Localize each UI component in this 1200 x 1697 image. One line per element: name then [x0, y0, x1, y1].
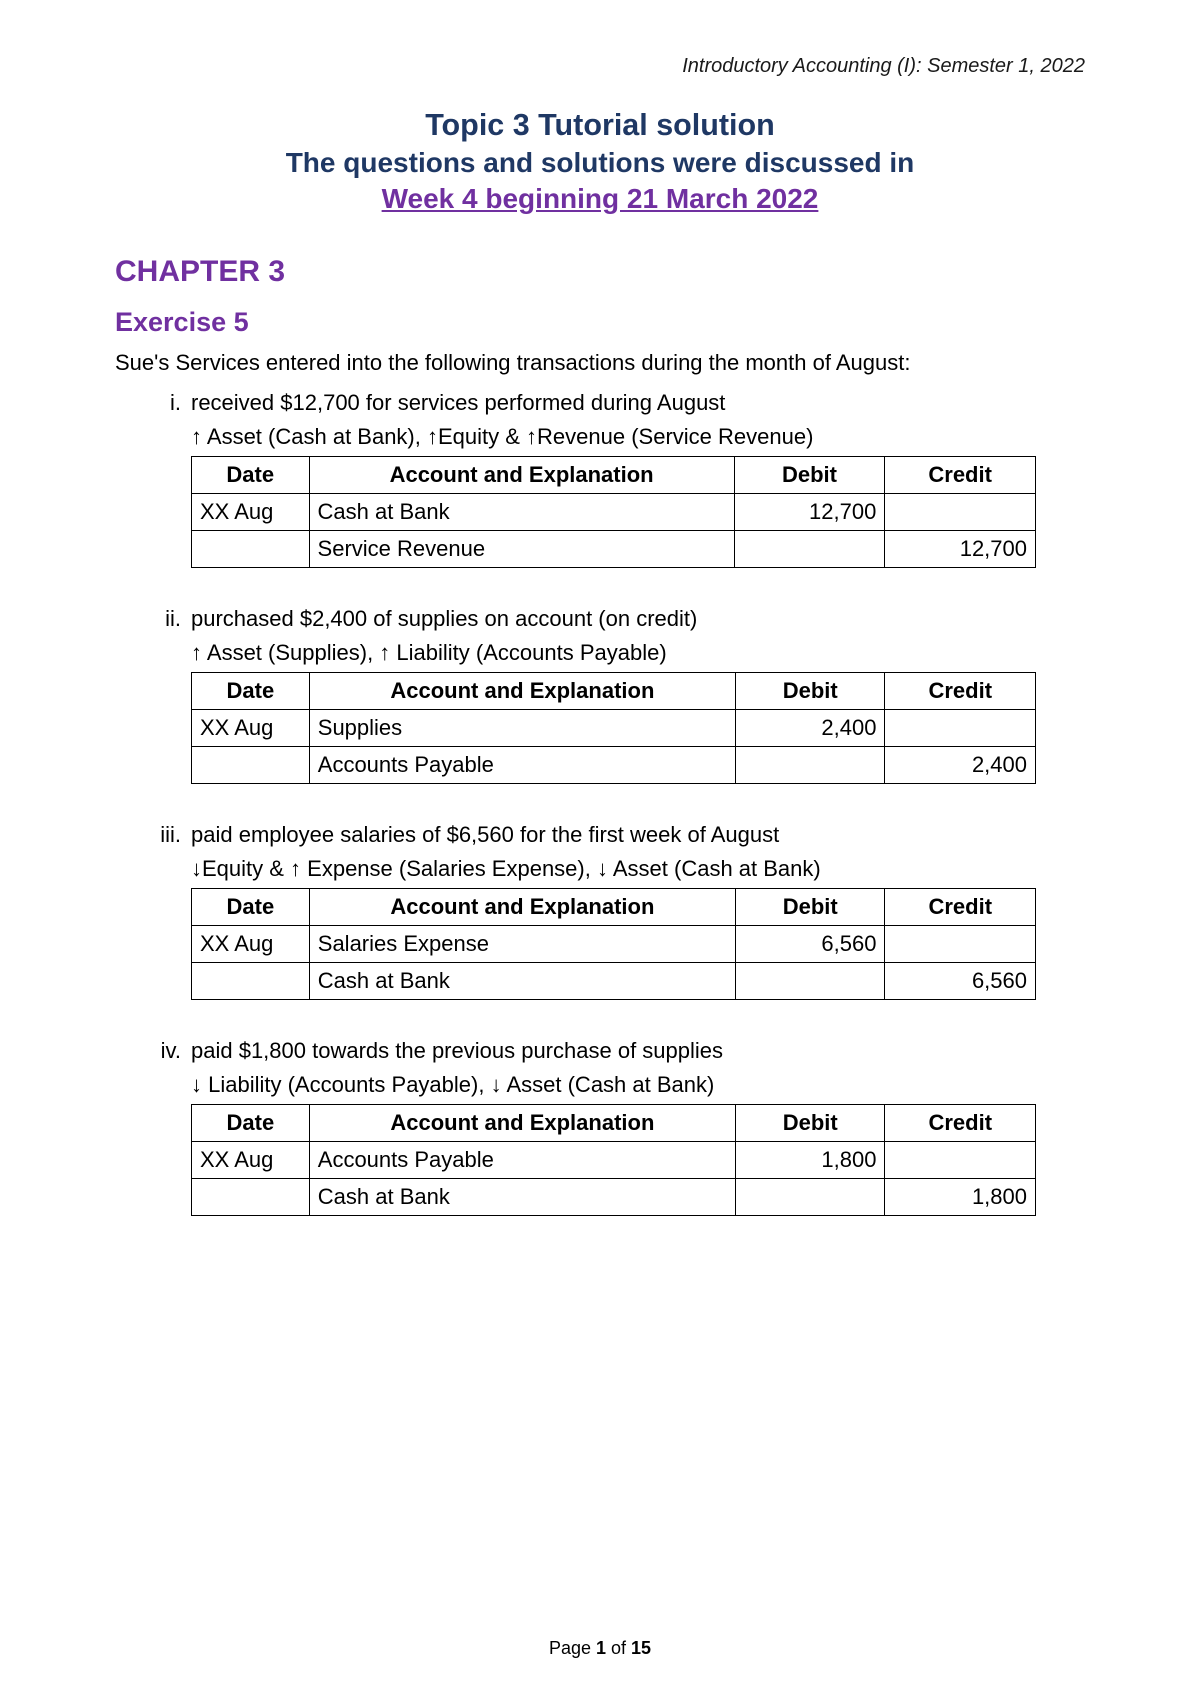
th-date: Date: [192, 889, 310, 926]
item-iii-text: paid employee salaries of $6,560 for the…: [191, 822, 1085, 848]
title-line3: Week 4 beginning 21 March 2022: [115, 183, 1085, 215]
cell-debit: [736, 1179, 885, 1216]
table-row: Service Revenue 12,700: [192, 531, 1036, 568]
table-row: Cash at Bank 6,560: [192, 963, 1036, 1000]
cell-debit: [736, 747, 885, 784]
th-date: Date: [192, 673, 310, 710]
item-i-effect: ↑ Asset (Cash at Bank), ↑Equity & ↑Reven…: [115, 424, 1085, 450]
cell-acct: Service Revenue: [309, 531, 734, 568]
table-row: XX Aug Cash at Bank 12,700: [192, 494, 1036, 531]
item-i: i. received $12,700 for services perform…: [115, 390, 1085, 568]
th-debit: Debit: [736, 889, 885, 926]
cell-acct: Accounts Payable: [309, 1142, 735, 1179]
footer-mid: of: [606, 1638, 631, 1658]
cell-date: XX Aug: [192, 494, 310, 531]
th-credit: Credit: [885, 673, 1036, 710]
th-date: Date: [192, 1105, 310, 1142]
cell-acct: Cash at Bank: [309, 1179, 735, 1216]
cell-acct: Salaries Expense: [309, 926, 735, 963]
cell-acct: Accounts Payable: [309, 747, 735, 784]
th-credit: Credit: [885, 1105, 1036, 1142]
th-debit: Debit: [736, 673, 885, 710]
cell-debit: 1,800: [736, 1142, 885, 1179]
table-row: XX Aug Accounts Payable 1,800: [192, 1142, 1036, 1179]
cell-date: [192, 531, 310, 568]
journal-table-ii: Date Account and Explanation Debit Credi…: [191, 672, 1036, 784]
item-iv-text: paid $1,800 towards the previous purchas…: [191, 1038, 1085, 1064]
cell-debit: 12,700: [734, 494, 885, 531]
item-ii-effect: ↑ Asset (Supplies), ↑ Liability (Account…: [115, 640, 1085, 666]
th-debit: Debit: [736, 1105, 885, 1142]
roman-iv: iv.: [137, 1038, 191, 1064]
cell-date: [192, 747, 310, 784]
journal-table-iii: Date Account and Explanation Debit Credi…: [191, 888, 1036, 1000]
th-acct: Account and Explanation: [309, 889, 735, 926]
cell-date: XX Aug: [192, 710, 310, 747]
title-block: Topic 3 Tutorial solution The questions …: [115, 108, 1085, 215]
cell-debit: 6,560: [736, 926, 885, 963]
cell-credit: [885, 494, 1036, 531]
item-iv: iv. paid $1,800 towards the previous pur…: [115, 1038, 1085, 1216]
cell-debit: [736, 963, 885, 1000]
th-date: Date: [192, 457, 310, 494]
cell-credit: [885, 710, 1036, 747]
exercise-heading: Exercise 5: [115, 307, 1085, 338]
cell-date: [192, 1179, 310, 1216]
footer-tot: 15: [631, 1638, 651, 1658]
cell-credit: [885, 1142, 1036, 1179]
journal-table-iv: Date Account and Explanation Debit Credi…: [191, 1104, 1036, 1216]
table-row: Cash at Bank 1,800: [192, 1179, 1036, 1216]
cell-date: XX Aug: [192, 926, 310, 963]
cell-acct: Cash at Bank: [309, 494, 734, 531]
th-acct: Account and Explanation: [309, 1105, 735, 1142]
cell-credit: [885, 926, 1036, 963]
cell-credit: 6,560: [885, 963, 1036, 1000]
cell-credit: 12,700: [885, 531, 1036, 568]
journal-table-i: Date Account and Explanation Debit Credi…: [191, 456, 1036, 568]
item-iv-effect: ↓ Liability (Accounts Payable), ↓ Asset …: [115, 1072, 1085, 1098]
item-i-text: received $12,700 for services performed …: [191, 390, 1085, 416]
cell-debit: [734, 531, 885, 568]
table-row: Accounts Payable 2,400: [192, 747, 1036, 784]
th-credit: Credit: [885, 889, 1036, 926]
cell-acct: Cash at Bank: [309, 963, 735, 1000]
item-iii: iii. paid employee salaries of $6,560 fo…: [115, 822, 1085, 1000]
th-credit: Credit: [885, 457, 1036, 494]
cell-date: XX Aug: [192, 1142, 310, 1179]
page-footer: Page 1 of 15: [0, 1638, 1200, 1659]
title-line1: Topic 3 Tutorial solution: [115, 108, 1085, 143]
course-header: Introductory Accounting (I): Semester 1,…: [115, 55, 1085, 78]
page: Introductory Accounting (I): Semester 1,…: [0, 0, 1200, 1697]
item-ii: ii. purchased $2,400 of supplies on acco…: [115, 606, 1085, 784]
intro-text: Sue's Services entered into the followin…: [115, 350, 1085, 376]
chapter-heading: CHAPTER 3: [115, 255, 1085, 289]
th-acct: Account and Explanation: [309, 457, 734, 494]
footer-pre: Page: [549, 1638, 596, 1658]
th-debit: Debit: [734, 457, 885, 494]
cell-debit: 2,400: [736, 710, 885, 747]
item-ii-text: purchased $2,400 of supplies on account …: [191, 606, 1085, 632]
cell-acct: Supplies: [309, 710, 735, 747]
item-iii-effect: ↓Equity & ↑ Expense (Salaries Expense), …: [115, 856, 1085, 882]
roman-iii: iii.: [137, 822, 191, 848]
cell-date: [192, 963, 310, 1000]
cell-credit: 1,800: [885, 1179, 1036, 1216]
title-line2: The questions and solutions were discuss…: [115, 147, 1085, 179]
table-row: XX Aug Supplies 2,400: [192, 710, 1036, 747]
table-row: XX Aug Salaries Expense 6,560: [192, 926, 1036, 963]
cell-credit: 2,400: [885, 747, 1036, 784]
footer-cur: 1: [596, 1638, 606, 1658]
roman-i: i.: [137, 390, 191, 416]
roman-ii: ii.: [137, 606, 191, 632]
th-acct: Account and Explanation: [309, 673, 735, 710]
